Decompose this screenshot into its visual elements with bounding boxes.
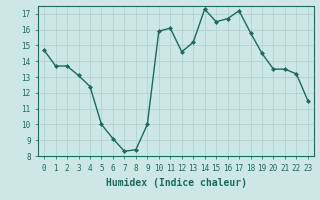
X-axis label: Humidex (Indice chaleur): Humidex (Indice chaleur) [106,178,246,188]
